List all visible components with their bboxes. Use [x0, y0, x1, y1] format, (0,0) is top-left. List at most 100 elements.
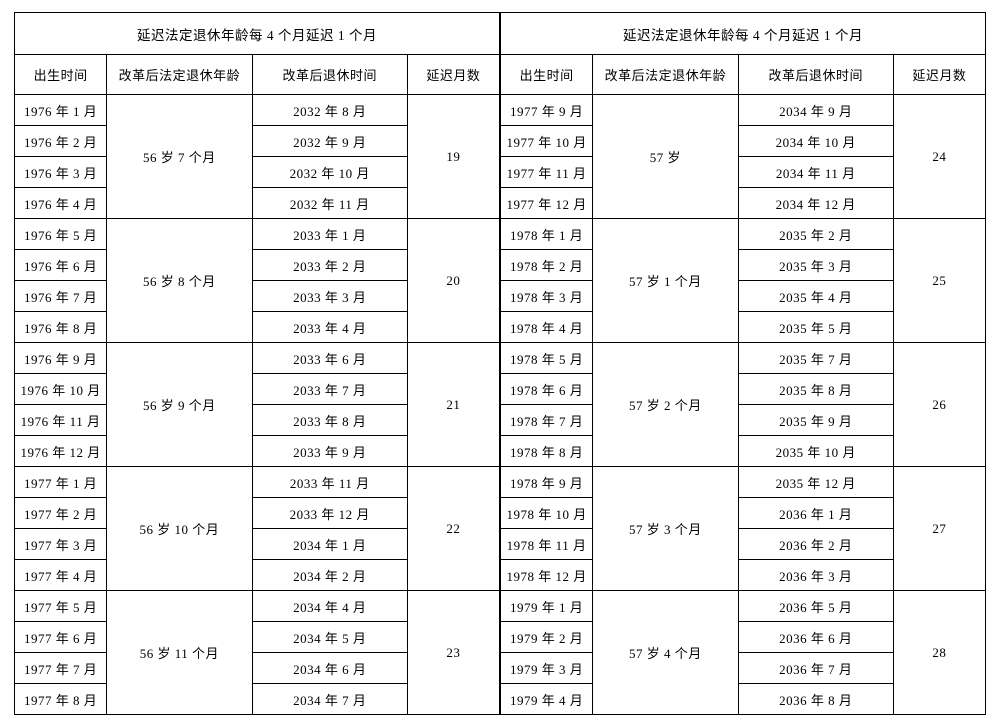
cell-retire: 2036 年 5 月 — [738, 591, 893, 622]
cell-age: 57 岁 2 个月 — [593, 343, 739, 467]
cell-retire: 2033 年 4 月 — [252, 312, 407, 343]
cell-retire: 2033 年 3 月 — [252, 281, 407, 312]
cell-birth: 1978 年 9 月 — [501, 467, 593, 498]
cell-birth: 1976 年 12 月 — [15, 436, 107, 467]
cell-retire: 2032 年 10 月 — [252, 157, 407, 188]
cell-retire: 2034 年 6 月 — [252, 653, 407, 684]
cell-retire: 2034 年 2 月 — [252, 560, 407, 591]
table-row: 1978 年 9 月57 岁 3 个月2035 年 12 月27 — [501, 467, 986, 498]
cell-retire: 2032 年 9 月 — [252, 126, 407, 157]
cell-retire: 2033 年 6 月 — [252, 343, 407, 374]
cell-retire: 2033 年 9 月 — [252, 436, 407, 467]
cell-retire: 2036 年 8 月 — [738, 684, 893, 715]
cell-birth: 1976 年 5 月 — [15, 219, 107, 250]
cell-retire: 2035 年 2 月 — [738, 219, 893, 250]
cell-birth: 1979 年 1 月 — [501, 591, 593, 622]
table-row: 1978 年 5 月57 岁 2 个月2035 年 7 月26 — [501, 343, 986, 374]
cell-retire: 2035 年 8 月 — [738, 374, 893, 405]
cell-birth: 1978 年 5 月 — [501, 343, 593, 374]
table-row: 1977 年 9 月57 岁2034 年 9 月24 — [501, 95, 986, 126]
cell-retire: 2035 年 12 月 — [738, 467, 893, 498]
cell-retire: 2033 年 7 月 — [252, 374, 407, 405]
cell-birth: 1978 年 1 月 — [501, 219, 593, 250]
cell-birth: 1976 年 6 月 — [15, 250, 107, 281]
title-row: 延迟法定退休年龄每 4 个月延迟 1 个月 — [501, 13, 986, 55]
cell-delay: 24 — [893, 95, 985, 219]
cell-birth: 1978 年 4 月 — [501, 312, 593, 343]
retirement-table-right: 延迟法定退休年龄每 4 个月延迟 1 个月 出生时间 改革后法定退休年龄 改革后… — [500, 12, 986, 715]
cell-birth: 1976 年 10 月 — [15, 374, 107, 405]
cell-age: 56 岁 8 个月 — [107, 219, 253, 343]
cell-retire: 2035 年 4 月 — [738, 281, 893, 312]
cell-birth: 1976 年 9 月 — [15, 343, 107, 374]
cell-retire: 2035 年 10 月 — [738, 436, 893, 467]
table-row: 1977 年 1 月56 岁 10 个月2033 年 11 月22 — [15, 467, 500, 498]
cell-age: 57 岁 1 个月 — [593, 219, 739, 343]
cell-retire: 2033 年 2 月 — [252, 250, 407, 281]
cell-delay: 25 — [893, 219, 985, 343]
table-row: 1979 年 1 月57 岁 4 个月2036 年 5 月28 — [501, 591, 986, 622]
cell-retire: 2034 年 12 月 — [738, 188, 893, 219]
title-row: 延迟法定退休年龄每 4 个月延迟 1 个月 — [15, 13, 500, 55]
cell-birth: 1977 年 8 月 — [15, 684, 107, 715]
cell-birth: 1979 年 2 月 — [501, 622, 593, 653]
cell-retire: 2032 年 8 月 — [252, 95, 407, 126]
cell-retire: 2034 年 7 月 — [252, 684, 407, 715]
cell-birth: 1976 年 7 月 — [15, 281, 107, 312]
cell-birth: 1977 年 3 月 — [15, 529, 107, 560]
col-header-age: 改革后法定退休年龄 — [593, 55, 739, 95]
col-header-retire: 改革后退休时间 — [738, 55, 893, 95]
cell-birth: 1977 年 1 月 — [15, 467, 107, 498]
cell-delay: 26 — [893, 343, 985, 467]
cell-birth: 1978 年 8 月 — [501, 436, 593, 467]
cell-birth: 1977 年 4 月 — [15, 560, 107, 591]
cell-delay: 21 — [407, 343, 499, 467]
cell-retire: 2033 年 11 月 — [252, 467, 407, 498]
cell-birth: 1978 年 7 月 — [501, 405, 593, 436]
cell-retire: 2032 年 11 月 — [252, 188, 407, 219]
cell-birth: 1977 年 10 月 — [501, 126, 593, 157]
cell-age: 56 岁 7 个月 — [107, 95, 253, 219]
cell-retire: 2034 年 11 月 — [738, 157, 893, 188]
cell-birth: 1978 年 11 月 — [501, 529, 593, 560]
cell-delay: 28 — [893, 591, 985, 715]
cell-age: 56 岁 10 个月 — [107, 467, 253, 591]
cell-birth: 1978 年 10 月 — [501, 498, 593, 529]
table-body-left: 1976 年 1 月56 岁 7 个月2032 年 8 月191976 年 2 … — [15, 95, 500, 715]
cell-retire: 2036 年 2 月 — [738, 529, 893, 560]
cell-delay: 23 — [407, 591, 499, 715]
cell-retire: 2034 年 9 月 — [738, 95, 893, 126]
col-header-delay: 延迟月数 — [407, 55, 499, 95]
cell-age: 57 岁 4 个月 — [593, 591, 739, 715]
col-header-birth: 出生时间 — [15, 55, 107, 95]
cell-birth: 1976 年 2 月 — [15, 126, 107, 157]
table-row: 1976 年 9 月56 岁 9 个月2033 年 6 月21 — [15, 343, 500, 374]
cell-retire: 2036 年 1 月 — [738, 498, 893, 529]
table-row: 1976 年 1 月56 岁 7 个月2032 年 8 月19 — [15, 95, 500, 126]
table-row: 1978 年 1 月57 岁 1 个月2035 年 2 月25 — [501, 219, 986, 250]
col-header-delay: 延迟月数 — [893, 55, 985, 95]
cell-birth: 1977 年 7 月 — [15, 653, 107, 684]
col-header-age: 改革后法定退休年龄 — [107, 55, 253, 95]
cell-birth: 1977 年 6 月 — [15, 622, 107, 653]
cell-birth: 1977 年 12 月 — [501, 188, 593, 219]
cell-retire: 2036 年 3 月 — [738, 560, 893, 591]
cell-birth: 1978 年 6 月 — [501, 374, 593, 405]
cell-birth: 1977 年 2 月 — [15, 498, 107, 529]
cell-age: 57 岁 — [593, 95, 739, 219]
cell-birth: 1976 年 1 月 — [15, 95, 107, 126]
cell-birth: 1977 年 11 月 — [501, 157, 593, 188]
table-row: 1977 年 5 月56 岁 11 个月2034 年 4 月23 — [15, 591, 500, 622]
cell-birth: 1978 年 3 月 — [501, 281, 593, 312]
cell-delay: 19 — [407, 95, 499, 219]
cell-retire: 2035 年 9 月 — [738, 405, 893, 436]
cell-retire: 2035 年 3 月 — [738, 250, 893, 281]
cell-birth: 1976 年 4 月 — [15, 188, 107, 219]
cell-birth: 1979 年 3 月 — [501, 653, 593, 684]
cell-birth: 1977 年 9 月 — [501, 95, 593, 126]
cell-birth: 1979 年 4 月 — [501, 684, 593, 715]
cell-retire: 2034 年 10 月 — [738, 126, 893, 157]
cell-retire: 2035 年 7 月 — [738, 343, 893, 374]
table-title: 延迟法定退休年龄每 4 个月延迟 1 个月 — [501, 13, 986, 55]
cell-age: 57 岁 3 个月 — [593, 467, 739, 591]
